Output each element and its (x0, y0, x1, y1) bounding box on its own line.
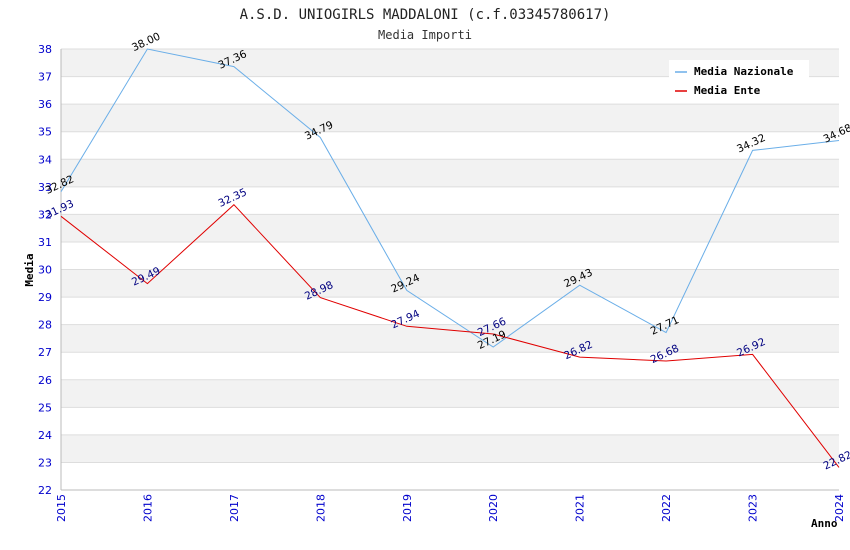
band-29 (61, 269, 839, 298)
series-lines (60, 48, 840, 468)
y-tick-label-24: 24 (38, 429, 52, 442)
data-label-media-nazionale-2023: 34.32 (735, 132, 767, 156)
x-axis-label: Anno (811, 517, 838, 530)
y-tick-label-23: 23 (38, 456, 52, 469)
y-tick-label-36: 36 (38, 98, 52, 111)
legend-label-media-ente: Media Ente (694, 84, 761, 97)
band-35 (61, 104, 839, 132)
data-label-media-nazionale-2015: 32.82 (44, 173, 76, 197)
x-tick-label-2016: 2016 (141, 494, 154, 522)
band-27 (61, 324, 839, 353)
y-tick-label-34: 34 (38, 153, 52, 166)
chart-title: A.S.D. UNIOGIRLS MADDALONI (c.f.03345780… (240, 7, 611, 23)
x-tick-label-2020: 2020 (487, 494, 500, 522)
y-axis-label: Media (23, 253, 36, 286)
x-axis-ticks: 2015 2016 2017 2018 2019 2020 2021 2022 2023 2024 (55, 494, 846, 522)
series-line-media-nazionale (60, 48, 840, 348)
legend: Media Nazionale Media Ente (669, 60, 809, 102)
y-tick-label-29: 29 (38, 291, 52, 304)
x-tick-label-2017: 2017 (228, 494, 241, 522)
background-bands (61, 49, 839, 463)
x-tick-label-2021: 2021 (574, 494, 587, 522)
y-tick-label-31: 31 (38, 236, 52, 249)
y-tick-label-38: 38 (38, 43, 52, 56)
band-23 (61, 434, 839, 463)
x-tick-label-2023: 2023 (747, 494, 760, 522)
y-tick-label-33: 33 (38, 181, 52, 194)
y-tick-label-37: 37 (38, 71, 52, 84)
x-tick-label-2015: 2015 (55, 494, 68, 522)
y-tick-label-27: 27 (38, 346, 52, 359)
y-tick-label-35: 35 (38, 126, 52, 139)
band-31 (61, 214, 839, 242)
legend-box (669, 60, 809, 102)
y-tick-label-28: 28 (38, 319, 52, 332)
series-line-media-ente (60, 203, 840, 468)
legend-label-media-nazionale: Media Nazionale (694, 65, 794, 78)
y-tick-label-30: 30 (38, 264, 52, 277)
y-tick-label-32: 32 (38, 208, 52, 221)
axes (60, 49, 839, 491)
band-25 (61, 379, 839, 408)
x-tick-label-2024: 2024 (833, 494, 846, 522)
y-axis-ticks: 22 23 24 25 26 27 28 29 30 31 32 33 34 35 36 37 38 (38, 43, 52, 497)
x-tick-label-2018: 2018 (314, 494, 327, 522)
band-33 (61, 159, 839, 187)
x-tick-label-2022: 2022 (660, 494, 673, 522)
y-tick-label-26: 26 (38, 374, 52, 387)
y-tick-label-22: 22 (38, 484, 52, 497)
chart-subtitle: Media Importi (378, 28, 472, 42)
x-tick-label-2019: 2019 (401, 494, 414, 522)
y-tick-label-25: 25 (38, 401, 52, 414)
